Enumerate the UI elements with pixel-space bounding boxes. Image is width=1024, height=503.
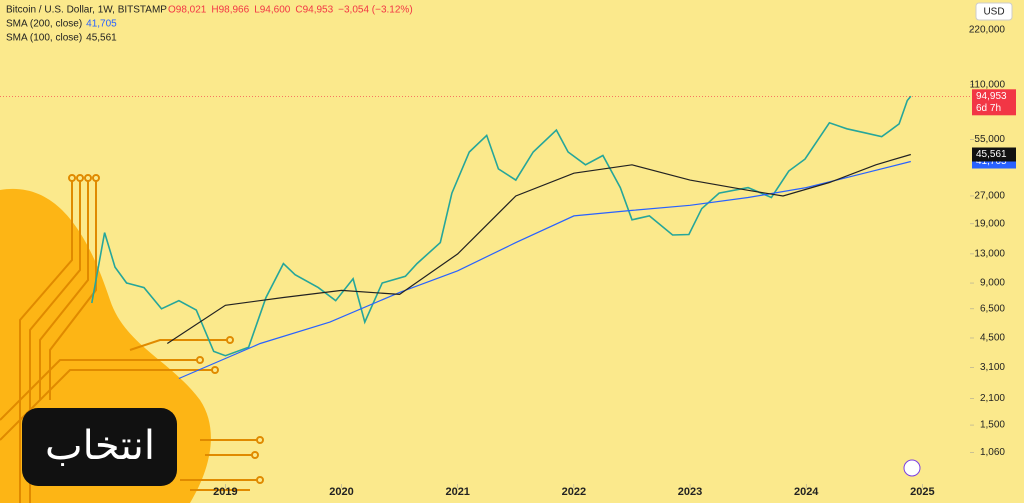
x-tick-label: 2024 [794,486,819,498]
x-tick-label: 2025 [910,486,934,498]
x-tick-label: 2023 [678,486,702,498]
y-tick-label: 3,100 [980,362,1005,373]
y-tick-label: 1,500 [980,420,1005,431]
series-line [178,160,911,380]
ohlc: O98,021 H98,966 L94,600 C94,953 −3,054 (−3.1… [168,5,413,16]
series-line [91,95,912,357]
ohlc-value: H98,966 [211,5,249,16]
ohlc-value: O98,021 [168,5,207,16]
price-tag [972,147,1016,162]
y-tick-label: 1,060 [980,447,1005,458]
y-tick-label: 110,000 [970,79,1006,90]
ohlc-value: C94,953 [295,5,333,16]
countdown: 6d 7h [976,103,1001,114]
ohlc-value: L94,600 [254,5,291,16]
y-tick-label: 220,000 [969,24,1006,35]
series-line [166,153,911,345]
chart-title: Bitcoin / U.S. Dollar, 1W, BITSTAMP [6,5,167,16]
price-tag-label: 41,705 [976,156,1007,167]
y-tick-label: 13,000 [974,249,1005,260]
legend-label: SMA (200, close) [6,19,82,30]
y-tick-label: 4,500 [980,333,1005,344]
y-tick-label: 9,000 [980,278,1005,289]
currency-button[interactable] [975,2,1013,21]
y-tick-label: 19,000 [974,218,1005,229]
legend-label: SMA (100, close) [6,33,82,44]
legend-value: 41,705 [86,19,117,30]
x-tick-label: 2022 [562,486,586,498]
y-tick-label: 55,000 [974,134,1005,145]
decoration [0,174,264,503]
price-tag [972,89,1016,116]
currency[interactable]: USD [983,7,1004,18]
x-tick-label: 2020 [329,486,353,498]
price-tag-label: 94,953 [976,91,1007,102]
x-tick-label: 2021 [445,486,469,498]
logo: انتخاب [45,423,155,469]
y-tick-label: 2,100 [980,393,1005,404]
y-tick-label: 6,500 [980,303,1005,314]
legend-value: 45,561 [86,33,117,44]
legend: SMA (200, close) 41,705 SMA (100, close) 45… [6,19,117,44]
x-tick-label: 2019 [213,486,237,498]
price-tag-label: 45,561 [976,149,1007,160]
ohlc-value: −3,054 (−3.12%) [338,5,413,16]
y-tick-label: 27,000 [974,191,1005,202]
assistant-icon[interactable] [903,459,921,477]
